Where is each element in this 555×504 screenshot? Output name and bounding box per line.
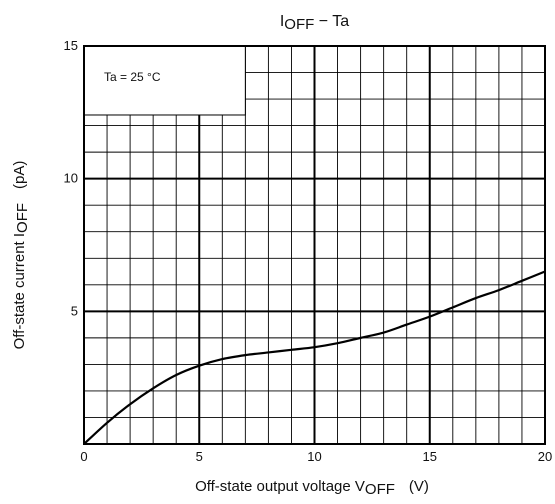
y-tick-label: 10 [64,171,78,186]
y-tick-labels: 5 10 15 [64,38,78,318]
title-sub: OFF [284,16,314,33]
y-label-unit: (pA) [11,161,28,189]
y-label-sub: OFF [14,203,31,233]
x-label-sub: OFF [365,481,395,498]
title-rest: − Ta [314,13,349,30]
x-tick-label: 5 [196,449,203,464]
series-line [83,270,546,445]
x-label-unit: (V) [409,478,429,495]
y-tick-label: 5 [71,303,78,318]
x-tick-label: 20 [538,449,552,464]
x-tick-label: 0 [80,449,87,464]
annotation-text: Ta = 25 °C [104,70,161,84]
annotation-box [83,45,246,116]
x-label-main: Off-state output voltage V [195,478,365,495]
y-tick-label: 15 [64,38,78,53]
y-axis-label: Off-state current IOFF (pA) [11,161,31,350]
title-main: I [280,13,284,30]
y-label-main: Off-state current I [11,233,28,349]
x-tick-labels: 0 5 10 15 20 [80,449,552,464]
x-tick-label: 10 [307,449,321,464]
x-tick-label: 15 [423,449,437,464]
plot-frame [83,45,546,445]
x-axis-label: Off-state output voltage VOFF (V) [195,478,429,498]
chart-title: IOFF − Ta [280,13,349,33]
